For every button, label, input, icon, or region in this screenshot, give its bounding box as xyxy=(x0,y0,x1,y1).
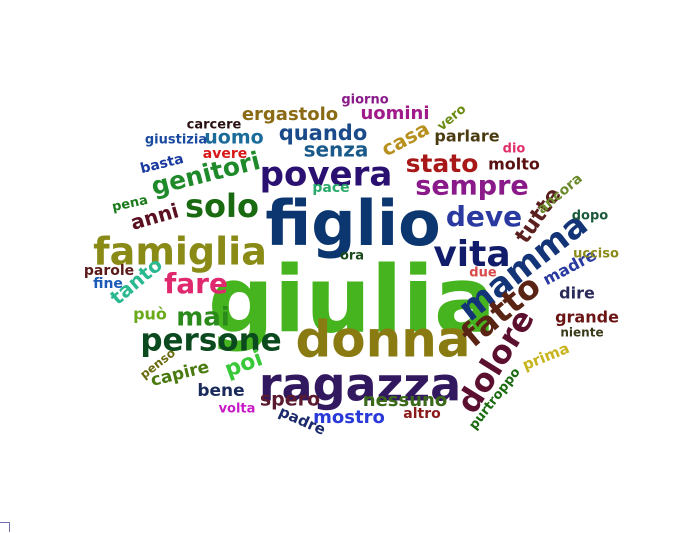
word-vita: vita xyxy=(433,234,510,275)
word-avere: avere xyxy=(203,146,247,162)
word-deve: deve xyxy=(446,200,522,233)
word-donna: donna xyxy=(295,311,470,369)
word-solo: solo xyxy=(185,187,259,225)
word-giorno: giorno xyxy=(341,93,388,108)
word-spero: spero xyxy=(260,389,320,411)
word-fare: fare xyxy=(164,267,228,300)
word-può: può xyxy=(133,305,167,324)
word-bene: bene xyxy=(197,381,244,401)
word-due: due xyxy=(469,266,497,281)
word-ucciso: ucciso xyxy=(573,247,619,262)
word-niente: niente xyxy=(560,326,603,340)
word-molto: molto xyxy=(488,155,540,174)
word-povera: povera xyxy=(260,155,393,195)
word-carcere: carcere xyxy=(187,118,242,133)
word-nessuno: nessuno xyxy=(363,390,447,411)
word-dopo: dopo xyxy=(572,209,609,224)
word-parlare: parlare xyxy=(434,127,499,146)
word-dire: dire xyxy=(559,284,595,303)
word-giulia: giulia xyxy=(208,246,496,353)
word-uomo: uomo xyxy=(204,127,263,149)
word-figlio: figlio xyxy=(265,187,440,260)
word-quando: quando xyxy=(279,121,368,145)
word-dio: dio xyxy=(503,142,526,157)
word-parole: parole xyxy=(84,263,134,279)
word-famiglia: famiglia xyxy=(93,230,267,274)
word-stato: stato xyxy=(406,149,479,178)
word-fine: fine xyxy=(93,276,123,292)
word-pace: pace xyxy=(312,180,349,196)
word-ragazza: ragazza xyxy=(259,358,461,412)
word-persone: persone xyxy=(140,323,281,359)
word-pena: pena xyxy=(111,193,149,215)
word-mai: mai xyxy=(176,303,230,333)
word-ergastolo: ergastolo xyxy=(242,104,338,125)
word-giustizia: giustizia xyxy=(145,133,207,148)
word-uomini: uomini xyxy=(360,103,429,124)
word-altro: altro xyxy=(403,406,441,422)
word-sempre: sempre xyxy=(415,171,528,202)
word-senza: senza xyxy=(304,138,369,162)
word-grande: grande xyxy=(555,308,619,327)
word-volta: volta xyxy=(219,402,256,417)
word-mostro: mostro xyxy=(313,407,385,428)
word-ora: ora xyxy=(340,249,364,264)
corner-mark xyxy=(0,522,10,532)
